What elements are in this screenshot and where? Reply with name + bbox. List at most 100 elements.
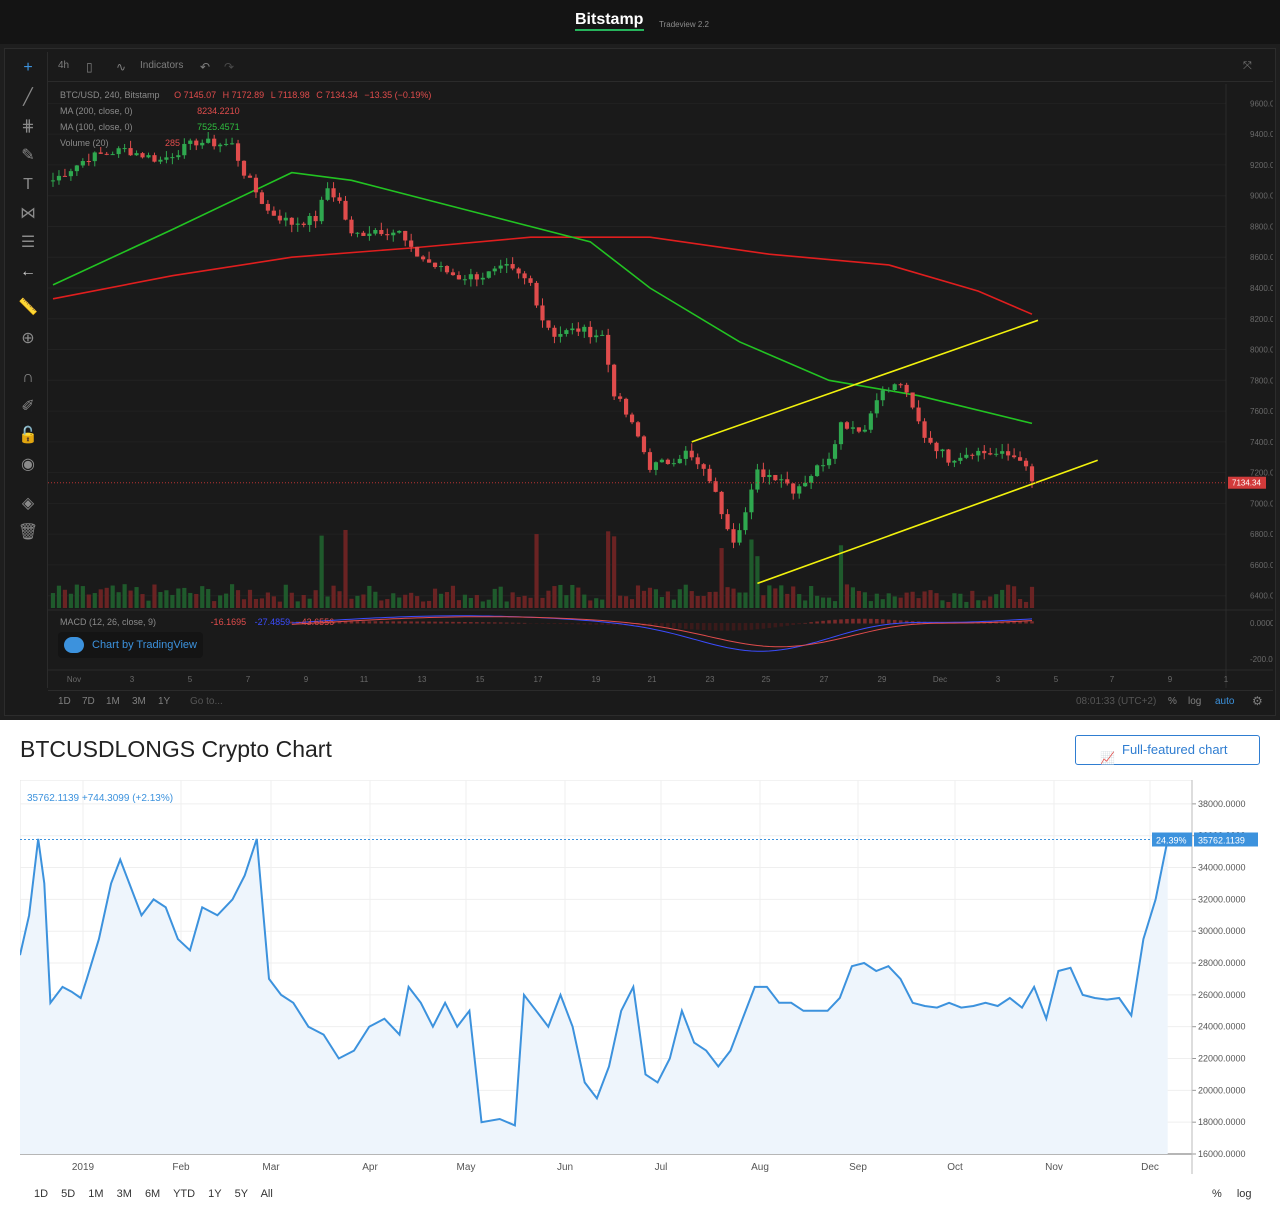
- text-tool-icon[interactable]: T: [23, 176, 33, 193]
- x-tick-label: 29: [878, 675, 887, 684]
- log-toggle[interactable]: log: [1188, 696, 1202, 707]
- trend-line-icon[interactable]: ╱: [23, 89, 33, 106]
- layers-icon[interactable]: ◈: [21, 495, 35, 512]
- fullscreen-icon[interactable]: ⤧: [1243, 60, 1252, 72]
- back-arrow-icon[interactable]: ←: [20, 263, 36, 280]
- zoom-icon[interactable]: ⊕: [21, 330, 35, 347]
- candle-body: [838, 422, 844, 445]
- volume-bar: [265, 592, 270, 608]
- legend-ma100[interactable]: MA (100, close, 0): [60, 122, 133, 132]
- candle-body: [62, 175, 68, 177]
- tradingview-badge[interactable]: Chart by TradingView: [58, 632, 203, 658]
- percent-toggle[interactable]: %: [1168, 696, 1177, 707]
- range-5y[interactable]: 5Y: [234, 1188, 249, 1200]
- candle-body: [116, 148, 121, 155]
- candle-style-icon[interactable]: ▯: [86, 60, 93, 74]
- candle-body: [253, 177, 259, 193]
- ruler-icon[interactable]: 📏: [18, 299, 38, 316]
- candle-body: [880, 390, 885, 401]
- percent-toggle[interactable]: %: [1212, 1188, 1222, 1200]
- macd-histogram-bar: [1024, 621, 1028, 624]
- pattern-icon[interactable]: ⋈: [20, 205, 36, 222]
- candle-body: [140, 153, 145, 158]
- candle-body: [134, 153, 139, 156]
- range-1m[interactable]: 1M: [88, 1188, 104, 1200]
- volume-bar: [916, 598, 921, 608]
- volume-bar: [623, 596, 629, 608]
- pitchfork-icon[interactable]: ⋕: [21, 118, 35, 135]
- candle-body: [343, 200, 348, 220]
- candle-body: [820, 465, 826, 467]
- candle-body: [862, 429, 867, 432]
- macd-histogram-bar: [904, 620, 909, 624]
- candle-body: [588, 326, 593, 338]
- range-1y[interactable]: 1Y: [208, 1188, 222, 1200]
- lock-icon[interactable]: 🔓: [18, 427, 38, 444]
- candle-body: [916, 407, 921, 422]
- y-tick-label: 6800.00: [1250, 530, 1273, 539]
- redo-icon[interactable]: ↷: [224, 60, 235, 74]
- candle-body: [492, 268, 497, 272]
- eye-icon[interactable]: ◉: [21, 456, 35, 473]
- brand-logo[interactable]: Bitstamp: [575, 11, 644, 28]
- range-3m[interactable]: 3M: [116, 1188, 132, 1200]
- btcusdlongs-area-chart[interactable]: 38000.000036000.000034000.000032000.0000…: [20, 780, 1260, 1175]
- macd-histogram-bar: [445, 621, 449, 624]
- settings-gear-icon[interactable]: ⚙: [1252, 694, 1263, 708]
- legend-symbol[interactable]: BTC/USD, 240, Bitstamp: [60, 90, 160, 100]
- legend-ma200[interactable]: MA (200, close, 0): [60, 106, 133, 116]
- volume-bar: [62, 589, 68, 608]
- legend-close: C 7134.34: [316, 90, 358, 100]
- lock-drawing-icon[interactable]: ✐: [21, 398, 35, 415]
- candle-body: [277, 215, 282, 221]
- volume-bar: [426, 600, 432, 608]
- range-1d[interactable]: 1D: [58, 696, 71, 707]
- interval-button[interactable]: 4h: [58, 60, 70, 71]
- range-ytd[interactable]: YTD: [173, 1188, 196, 1200]
- candle-body: [50, 180, 56, 182]
- fib-icon[interactable]: ☰: [20, 234, 36, 251]
- y-tick-label: 18000.0000: [1198, 1117, 1246, 1127]
- goto-link[interactable]: Go to...: [190, 696, 223, 707]
- volume-bar: [910, 591, 915, 608]
- btcusd-candlestick-chart[interactable]: 9600.00 9400.00 9200.00 9000.00 8800.00 8600.…: [48, 84, 1273, 688]
- full-featured-chart-button[interactable]: 📈 Full-featured chart: [1075, 735, 1260, 765]
- range-7d[interactable]: 7D: [82, 696, 95, 707]
- auto-toggle[interactable]: auto: [1215, 696, 1235, 707]
- macd-histogram-bar: [857, 618, 861, 624]
- range-1y[interactable]: 1Y: [158, 696, 171, 707]
- legend-volume[interactable]: Volume (20): [60, 138, 109, 148]
- volume-bar: [618, 595, 623, 608]
- candle-body: [397, 230, 402, 233]
- volume-bar: [492, 588, 497, 608]
- crosshair-icon[interactable]: +: [23, 59, 33, 76]
- legend-macd[interactable]: MACD (12, 26, close, 9): [60, 617, 157, 627]
- volume-bar: [122, 584, 127, 608]
- indicators-button[interactable]: Indicators: [140, 60, 184, 71]
- log-toggle[interactable]: log: [1236, 1188, 1252, 1200]
- candle-body: [194, 140, 199, 146]
- volume-bar: [80, 586, 85, 608]
- range-3m[interactable]: 3M: [132, 696, 146, 707]
- trash-icon[interactable]: 🗑: [17, 524, 39, 541]
- range-5d[interactable]: 5D: [61, 1188, 76, 1200]
- range-1d[interactable]: 1D: [34, 1188, 49, 1200]
- brush-icon[interactable]: ✎: [21, 147, 35, 164]
- volume-bar: [737, 592, 742, 608]
- x-tick-label: 9: [304, 675, 309, 684]
- volume-bar: [218, 595, 223, 608]
- volume-bar: [86, 594, 91, 608]
- last-price-label: 7134.34: [1232, 479, 1261, 488]
- macd-histogram-bar: [337, 621, 342, 624]
- magnet-icon[interactable]: ∩: [22, 369, 34, 386]
- range-all[interactable]: All: [260, 1188, 273, 1200]
- candle-body: [504, 264, 509, 266]
- candle-body: [188, 140, 193, 144]
- range-1m[interactable]: 1M: [106, 696, 120, 707]
- volume-bar: [725, 587, 730, 608]
- undo-icon[interactable]: ↶: [200, 60, 211, 74]
- volume-bar: [1017, 598, 1023, 608]
- range-6m[interactable]: 6M: [144, 1188, 161, 1200]
- last-price-tag: [1228, 476, 1266, 489]
- indicators-icon[interactable]: ∿: [116, 60, 127, 74]
